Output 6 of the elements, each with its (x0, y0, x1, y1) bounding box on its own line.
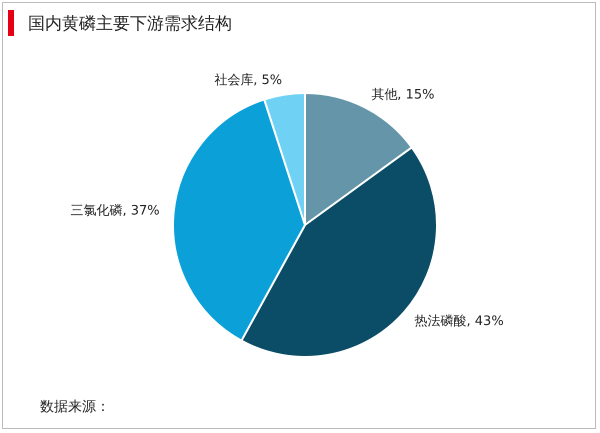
slice-label: 其他, 15% (371, 87, 434, 102)
slice-label: 社会库, 5% (214, 73, 282, 88)
source-note: 数据来源： (40, 398, 110, 416)
slice-label: 三氯化磷, 37% (70, 204, 160, 219)
chart-title: 国内黄磷主要下游需求结构 (28, 13, 232, 35)
slice-label: 热法磷酸, 43% (414, 314, 504, 329)
